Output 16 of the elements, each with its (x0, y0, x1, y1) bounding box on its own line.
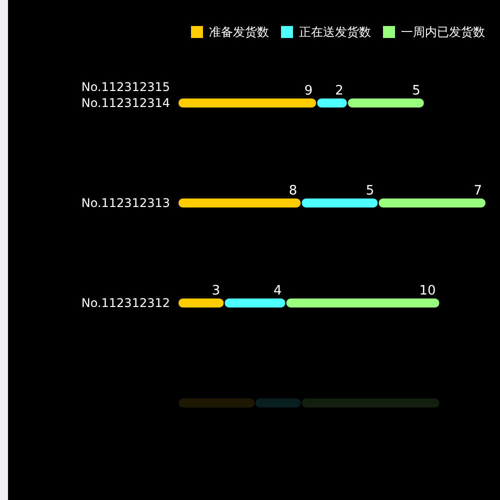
legend-label: 准备发货数 (209, 25, 269, 39)
data-label: 4 (274, 284, 282, 298)
legend-label: 正在送发货数 (299, 25, 371, 39)
y-tick-label: No.112312312 (81, 296, 170, 310)
data-label: 10 (419, 284, 436, 298)
data-label: 9 (304, 84, 313, 98)
text: No.112312315 (81, 80, 170, 94)
y-tick-label: No.112312314 (81, 96, 170, 110)
data-label: 2 (335, 84, 344, 98)
data-label: 3 (212, 284, 220, 298)
data-label: 5 (366, 184, 374, 198)
data-label: 5 (412, 84, 420, 98)
data-label: 8 (288, 184, 298, 198)
data-label: 7 (474, 184, 482, 198)
y-tick-label: No.112312313 (81, 196, 170, 210)
legend-label: 一周内已发货数 (401, 25, 485, 39)
